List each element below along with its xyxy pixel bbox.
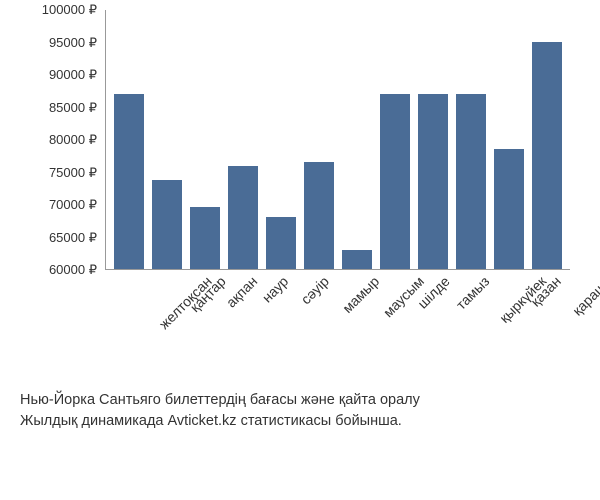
bar — [152, 180, 182, 269]
x-label-wrap: сәуір — [261, 273, 299, 390]
x-axis-labels: желтоқсанқаңтарақпаннаурсәуірмамырмаусым… — [105, 273, 570, 390]
x-label-wrap: қаңтар — [147, 273, 185, 390]
bar-wrap — [148, 10, 186, 269]
y-tick-label: 80000 ₽ — [49, 132, 97, 148]
x-label-wrap: ақпан — [185, 273, 223, 390]
x-label-wrap: қыркүйек — [452, 273, 490, 390]
bar — [342, 250, 372, 270]
caption-line-1: Нью-Йорка Сантьяго билеттердің бағасы жә… — [20, 390, 580, 411]
bars-container — [106, 10, 570, 269]
bar — [228, 166, 258, 269]
y-tick-label: 95000 ₽ — [49, 35, 97, 51]
bar-wrap — [186, 10, 224, 269]
x-label-wrap: желтоқсан — [109, 273, 147, 390]
y-tick-label: 75000 ₽ — [49, 165, 97, 181]
x-label-wrap: мамыр — [299, 273, 337, 390]
y-tick-label: 85000 ₽ — [49, 100, 97, 116]
bar-wrap — [262, 10, 300, 269]
bar — [114, 94, 144, 270]
bar — [456, 94, 486, 270]
x-label-wrap: тамыз — [414, 273, 452, 390]
bar-wrap — [452, 10, 490, 269]
plot-region — [105, 10, 570, 270]
bar — [532, 42, 562, 270]
bar-wrap — [224, 10, 262, 269]
y-tick-label: 60000 ₽ — [49, 262, 97, 278]
x-label-wrap: шілде — [376, 273, 414, 390]
bar-wrap — [376, 10, 414, 269]
y-tick-label: 100000 ₽ — [42, 2, 97, 18]
x-label-wrap: маусым — [337, 273, 375, 390]
chart-caption: Нью-Йорка Сантьяго билеттердің бағасы жә… — [20, 390, 580, 432]
bar-wrap — [338, 10, 376, 269]
bar-wrap — [300, 10, 338, 269]
bar — [418, 94, 448, 270]
bar-wrap — [414, 10, 452, 269]
y-axis: 60000 ₽65000 ₽70000 ₽75000 ₽80000 ₽85000… — [20, 10, 105, 270]
bar-wrap — [528, 10, 566, 269]
y-tick-label: 65000 ₽ — [49, 230, 97, 246]
y-tick-label: 70000 ₽ — [49, 197, 97, 213]
bar — [494, 149, 524, 269]
bar — [380, 94, 410, 270]
x-label-wrap: наур — [223, 273, 261, 390]
chart-area: 60000 ₽ 65000 ₽ 70000 ₽ 75000 ₽ 80000 ₽ 85000… — [20, 10, 580, 390]
caption-line-2: Жылдық динамикада Avticket.kz статистика… — [20, 411, 580, 432]
bar — [304, 162, 334, 269]
bar-wrap — [490, 10, 528, 269]
bar — [266, 217, 296, 269]
bar-wrap — [110, 10, 148, 269]
bar — [190, 207, 220, 269]
y-tick-label: 90000 ₽ — [49, 67, 97, 83]
x-axis-label: қараша — [569, 273, 600, 319]
x-label-wrap: қараша — [528, 273, 566, 390]
x-label-wrap: қазан — [490, 273, 528, 390]
